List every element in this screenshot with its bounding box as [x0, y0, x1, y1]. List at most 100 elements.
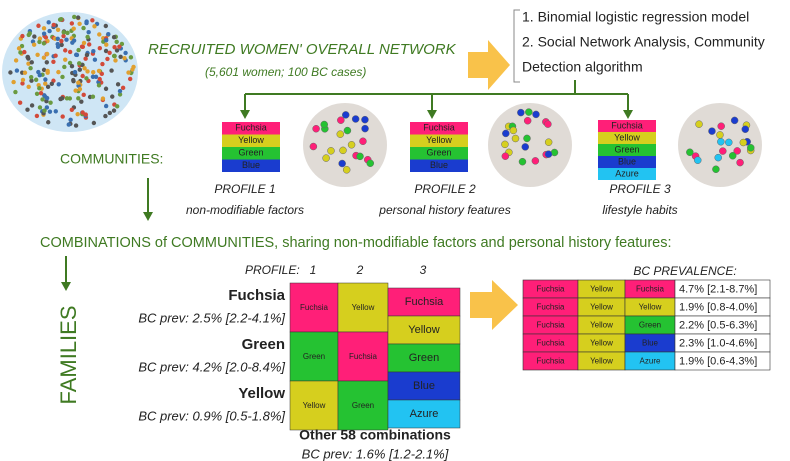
- table-cell-label: Fuchsia: [536, 321, 565, 330]
- community-label: Fuchsia: [611, 120, 643, 130]
- community-label: Yellow: [238, 135, 264, 145]
- person: [32, 42, 36, 46]
- person: [112, 108, 116, 112]
- prevalence-value: 2.3% [1.0-4.6%]: [679, 337, 757, 349]
- person: [56, 28, 60, 32]
- person: [70, 21, 74, 25]
- table-cell-label: Yellow: [590, 321, 613, 330]
- table-cell-label: Blue: [642, 339, 659, 348]
- person: [78, 87, 82, 91]
- person: [76, 80, 80, 84]
- node: [708, 128, 715, 135]
- node: [737, 159, 744, 166]
- community-label: Blue: [618, 156, 636, 166]
- person: [35, 114, 39, 118]
- person: [83, 57, 87, 61]
- combinations-title: COMBINATIONS of COMMUNITIES, sharing non…: [40, 235, 672, 251]
- prevalence-value: 2.2% [0.5-6.3%]: [679, 319, 757, 331]
- family-name: Green: [242, 336, 285, 353]
- method: 1. Binomial logistic regression model: [522, 9, 749, 25]
- column-label: 3: [420, 263, 427, 277]
- person: [42, 41, 46, 45]
- node: [344, 127, 351, 134]
- node: [337, 131, 344, 138]
- person: [82, 93, 86, 97]
- node: [517, 109, 524, 116]
- person: [104, 104, 108, 108]
- node: [348, 141, 355, 148]
- person: [80, 110, 84, 114]
- person: [45, 96, 49, 100]
- node: [747, 144, 754, 151]
- profile3-cell-label: Green: [409, 352, 440, 364]
- person: [25, 107, 29, 111]
- person: [43, 77, 47, 81]
- person: [42, 108, 46, 112]
- node: [512, 135, 519, 142]
- person: [54, 109, 58, 113]
- profile-description: non-modifiable factors: [186, 203, 304, 217]
- node: [321, 121, 328, 128]
- person: [21, 78, 25, 82]
- node: [715, 154, 722, 161]
- person: [35, 92, 39, 96]
- node: [340, 147, 347, 154]
- prevalence-value: 1.9% [0.8-4.0%]: [679, 301, 757, 313]
- person: [15, 68, 19, 72]
- person: [62, 30, 66, 34]
- node: [532, 157, 539, 164]
- node: [342, 111, 349, 118]
- person: [93, 58, 97, 62]
- other-label: Other 58 combinations: [299, 427, 451, 443]
- person: [13, 90, 17, 94]
- node: [357, 153, 364, 160]
- node: [742, 126, 749, 133]
- person: [46, 120, 50, 124]
- node: [694, 157, 701, 164]
- person: [42, 56, 46, 60]
- family-cell-label: Fuchsia: [349, 352, 378, 361]
- person: [45, 52, 49, 56]
- table-cell-label: Yellow: [590, 339, 613, 348]
- table-cell-label: Fuchsia: [536, 285, 565, 294]
- person: [37, 86, 41, 90]
- person: [78, 68, 82, 72]
- person: [85, 53, 89, 57]
- node: [359, 138, 366, 145]
- person: [68, 50, 72, 54]
- person: [77, 61, 81, 65]
- node: [725, 139, 732, 146]
- node: [352, 115, 359, 122]
- person: [50, 82, 54, 86]
- arrow: [470, 280, 518, 330]
- family-cell-label: Green: [352, 401, 374, 410]
- node: [519, 158, 526, 165]
- community-label: Fuchsia: [235, 123, 267, 133]
- person: [26, 56, 30, 60]
- person: [117, 44, 121, 48]
- table-cell-label: Yellow: [590, 285, 613, 294]
- community-label: Fuchsia: [423, 123, 455, 133]
- person: [104, 24, 108, 28]
- person: [92, 24, 96, 28]
- person: [100, 62, 104, 66]
- node: [362, 125, 369, 132]
- family-prevalence: BC prev: 0.9% [0.5-1.8%]: [138, 408, 285, 423]
- node: [719, 148, 726, 155]
- node: [686, 149, 693, 156]
- person: [106, 32, 110, 36]
- node: [525, 109, 532, 116]
- person: [11, 80, 15, 84]
- person: [53, 54, 57, 58]
- person: [26, 85, 30, 89]
- person: [86, 30, 90, 34]
- arrow: [468, 40, 510, 90]
- person: [29, 75, 33, 79]
- person: [107, 51, 111, 55]
- person: [76, 48, 80, 52]
- person: [17, 46, 21, 50]
- person: [108, 111, 112, 115]
- person: [116, 82, 120, 86]
- node: [339, 160, 346, 167]
- person: [65, 31, 69, 35]
